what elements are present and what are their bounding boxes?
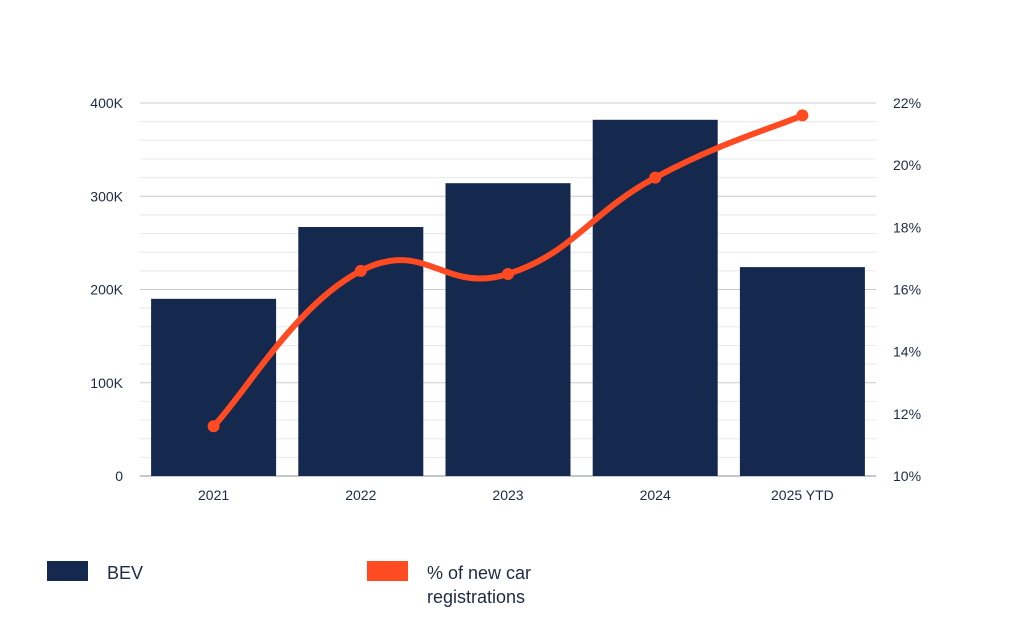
pct-point [354,264,367,277]
right-axis-ticks: 10% 12% 14% 16% 18% 20% 22% [893,95,921,484]
bars [151,119,865,476]
legend-pct-label-line2: registrations [427,587,526,607]
right-tick-label: 18% [893,219,921,235]
pct-point [207,420,220,433]
right-tick-label: 16% [893,282,921,298]
right-tick-label: 10% [893,468,921,484]
legend-pct-label-line1: % of new car [427,563,532,583]
pct-point [649,171,662,184]
right-tick-label: 14% [893,344,921,360]
bar-bev [151,298,277,476]
x-tick-label: 2022 [345,487,376,503]
right-tick-label: 22% [893,95,921,111]
left-tick-label: 300K [90,188,123,204]
x-tick-label: 2021 [198,487,229,503]
pct-point [502,267,514,280]
bar-bev [739,267,865,476]
x-axis-ticks: 2021 2022 2023 2024 2025 YTD [198,487,834,503]
bar-bev [445,183,571,476]
pct-line [207,109,809,433]
left-tick-label: 100K [90,375,123,391]
left-tick-label: 200K [90,282,123,298]
left-tick-label: 0 [115,468,123,484]
pct-line-path [210,112,806,430]
x-tick-label: 2024 [640,487,671,503]
bar-bev [298,227,424,476]
left-tick-label: 400K [90,95,123,111]
right-tick-label: 12% [893,406,921,422]
legend-pct-label: % of new car registrations [427,561,531,609]
x-tick-label: 2023 [492,487,523,503]
legend-pct: % of new car registrations [367,561,531,609]
legend-bev-swatch [47,561,88,581]
legend-pct-swatch [367,561,408,581]
legend-bev: BEV [47,561,143,585]
pct-point [796,109,809,122]
x-tick-label: 2025 YTD [771,487,834,503]
right-tick-label: 20% [893,157,921,173]
legend-bev-label: BEV [107,563,144,583]
left-axis-ticks: 0 100K 200K 300K 400K [90,95,123,484]
